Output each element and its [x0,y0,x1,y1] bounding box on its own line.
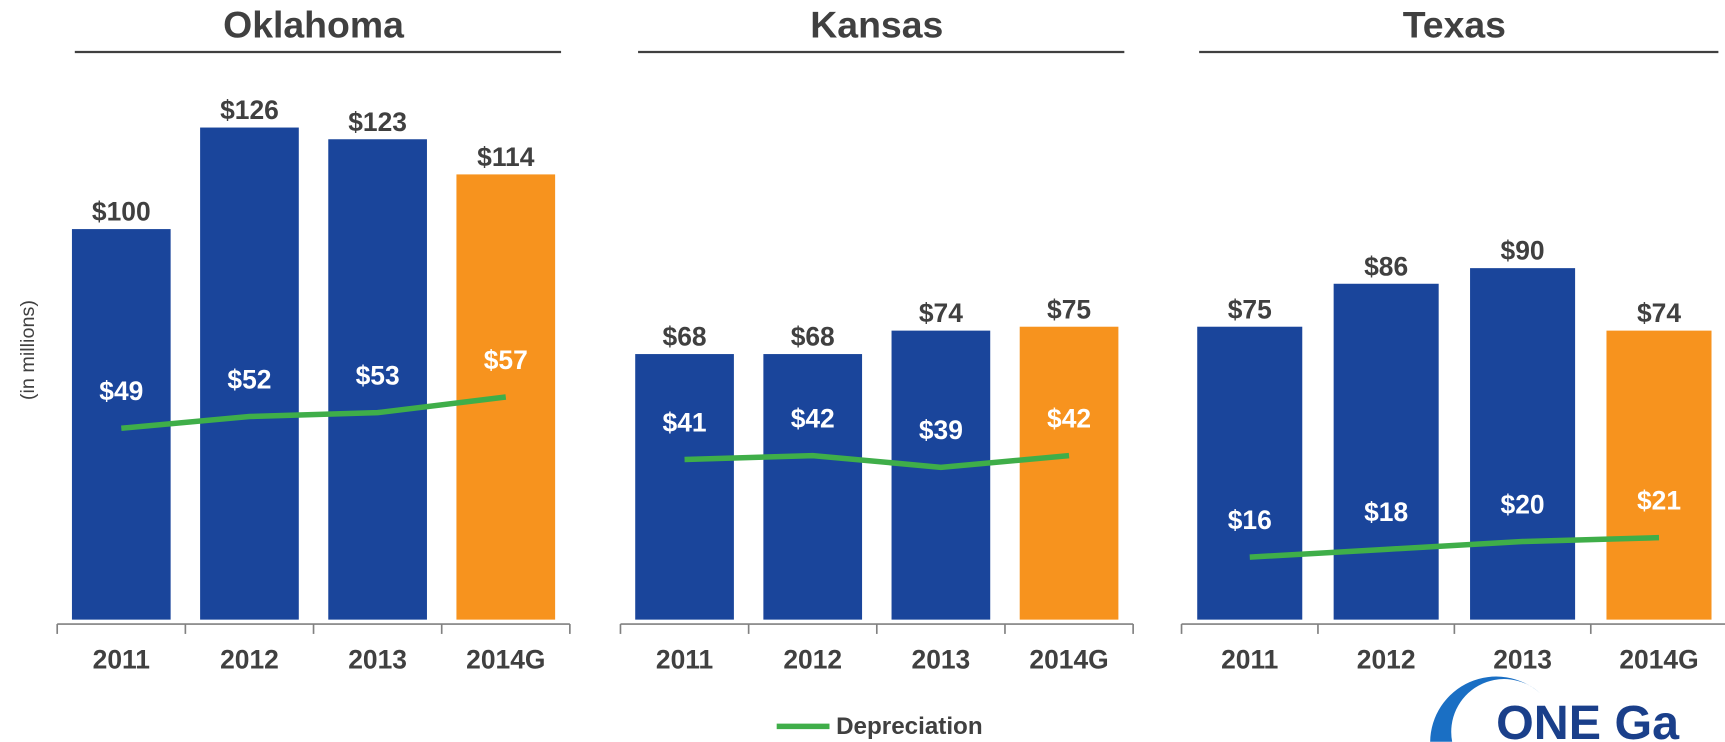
y-axis-label: (in millions) [17,300,39,400]
bar [1470,268,1576,620]
bar [200,127,299,620]
line-value-label: $16 [1228,505,1272,535]
bar-value-label: $75 [1047,294,1091,324]
bar [635,354,734,620]
bar [1606,330,1712,620]
x-tick-label: 2011 [93,644,150,674]
x-tick-label: 2012 [1357,644,1416,674]
legend-label: Depreciation [836,713,983,740]
logo-text: ONE Ga [1496,696,1680,742]
bar-value-label: $126 [220,95,279,125]
depreciation-line [1249,534,1660,560]
bar-value-label: $74 [1637,298,1681,328]
logo-swoosh [1430,676,1541,742]
line-value-label: $53 [356,360,400,390]
bar [1333,283,1439,620]
x-tick-label: 2014G [1029,644,1108,674]
x-tick-label: 2014G [466,644,545,674]
bar [1019,326,1119,620]
bar-value-label: $68 [663,322,707,352]
bar-value-label: $90 [1501,236,1545,266]
x-tick-label: 2012 [220,644,279,674]
line-value-label: $41 [663,407,707,437]
bar [328,139,427,620]
x-tick-label: 2012 [783,644,842,674]
line-value-label: $42 [791,403,835,433]
line-value-label: $52 [227,364,271,394]
line-value-label: $18 [1364,497,1408,527]
x-tick-label: 2011 [656,644,713,674]
chart-title: Oklahoma [223,4,405,46]
bar-value-label: $86 [1364,251,1408,281]
x-tick-label: 2011 [1221,644,1278,674]
bar-value-label: $75 [1228,294,1272,324]
bar [763,354,863,620]
line-value-label: $57 [484,345,528,375]
x-tick-label: 2013 [1493,644,1552,674]
bar [1197,326,1303,620]
line-value-label: $49 [99,376,143,406]
bar-value-label: $74 [919,298,963,328]
bar [891,330,991,620]
bar-value-label: $114 [477,142,535,172]
logo: ONE Ga [1430,676,1680,742]
bar-value-label: $68 [791,322,835,352]
line-value-label: $20 [1501,489,1545,519]
chart-title: Texas [1403,4,1506,46]
chart-title: Kansas [810,4,943,46]
bar-value-label: $123 [348,107,407,137]
x-tick-label: 2013 [348,644,407,674]
depreciation-line [684,452,1070,471]
line-value-label: $21 [1637,485,1681,515]
depreciation-line [121,394,507,432]
x-tick-label: 2014G [1619,644,1698,674]
line-value-label: $42 [1047,403,1091,433]
line-value-label: $39 [919,415,963,445]
bar-value-label: $100 [92,197,151,227]
x-tick-label: 2013 [912,644,971,674]
